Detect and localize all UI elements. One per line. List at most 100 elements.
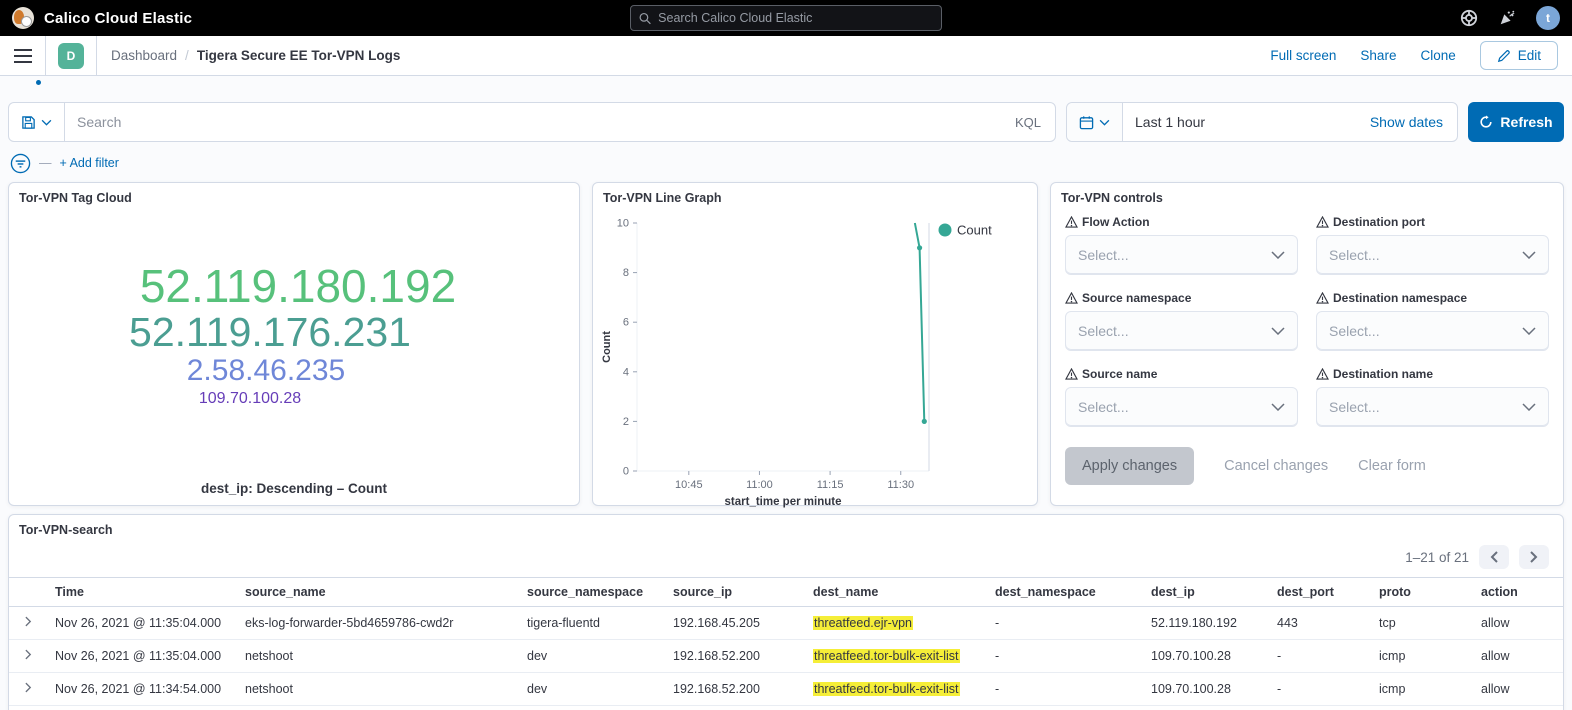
breadcrumb-separator: / bbox=[185, 48, 189, 63]
control-field-source-namespace: Source namespace Select... bbox=[1065, 291, 1298, 351]
cell-time: Nov 26, 2021 @ 11:34:54.000 bbox=[47, 673, 237, 706]
select-placeholder: Select... bbox=[1329, 323, 1380, 339]
edit-button[interactable]: Edit bbox=[1480, 41, 1558, 70]
page-next-button[interactable] bbox=[1519, 545, 1549, 569]
cell-dest-name: threatfeed.tor-bulk-exit-list bbox=[805, 640, 987, 673]
clear-form-button[interactable]: Clear form bbox=[1358, 458, 1426, 474]
col-proto: proto bbox=[1371, 578, 1473, 607]
cell-source-namespace: dev bbox=[519, 673, 665, 706]
row-expand-button[interactable] bbox=[9, 673, 47, 706]
col-dest-port: dest_port bbox=[1269, 578, 1371, 607]
data-point bbox=[922, 419, 927, 424]
cell-time: Nov 26, 2021 @ 11:35:04.000 bbox=[47, 607, 237, 640]
apply-changes-button[interactable]: Apply changes bbox=[1065, 447, 1194, 485]
y-tick-label: 8 bbox=[623, 267, 629, 279]
app-title: Calico Cloud Elastic bbox=[44, 10, 192, 27]
date-quick-menu-button[interactable] bbox=[1067, 103, 1123, 141]
saved-query-menu-button[interactable] bbox=[9, 103, 65, 141]
breadcrumb: Dashboard / Tigera Secure EE Tor-VPN Log… bbox=[111, 48, 400, 63]
search-input[interactable] bbox=[65, 114, 1001, 130]
y-tick-label: 2 bbox=[623, 416, 629, 428]
select-placeholder: Select... bbox=[1078, 323, 1129, 339]
x-axis-title: start_time per minute bbox=[725, 496, 842, 508]
cell-dest-namespace: - bbox=[987, 607, 1143, 640]
cell-source-ip: 192.168.52.200 bbox=[665, 640, 805, 673]
select-placeholder: Select... bbox=[1078, 247, 1129, 263]
global-search[interactable] bbox=[630, 5, 942, 31]
destination-name-select[interactable]: Select... bbox=[1316, 387, 1549, 427]
control-field-source-name: Source name Select... bbox=[1065, 367, 1298, 427]
select-placeholder: Select... bbox=[1078, 399, 1129, 415]
cell-dest-ip: 109.70.100.28 bbox=[1143, 640, 1269, 673]
control-label: Source namespace bbox=[1082, 291, 1191, 305]
cell-dest-name: threatfeed.ejr-vpn bbox=[805, 607, 987, 640]
full-screen-button[interactable]: Full screen bbox=[1270, 48, 1336, 63]
breadcrumb-dashboard[interactable]: Dashboard bbox=[111, 48, 177, 63]
cell-source-namespace: tigera-fluentd bbox=[519, 607, 665, 640]
y-axis-title: Count bbox=[601, 331, 613, 363]
highlighted-value: threatfeed.ejr-vpn bbox=[813, 616, 913, 630]
table-header-row: Time source_name source_namespace source… bbox=[9, 578, 1564, 607]
warning-icon bbox=[1316, 368, 1329, 380]
destination-port-select[interactable]: Select... bbox=[1316, 235, 1549, 275]
refresh-button[interactable]: Refresh bbox=[1468, 102, 1564, 142]
source-namespace-select[interactable]: Select... bbox=[1065, 311, 1298, 351]
table-row: Nov 26, 2021 @ 11:34:54.000 netshoot dev… bbox=[9, 673, 1564, 706]
menu-button[interactable] bbox=[0, 36, 46, 75]
tag-cloud-term[interactable]: 52.119.176.231 bbox=[0, 311, 555, 354]
legend-dot bbox=[939, 224, 952, 237]
help-icon[interactable] bbox=[1460, 9, 1478, 27]
cell-source-namespace: dev bbox=[519, 640, 665, 673]
page-prev-button[interactable] bbox=[1479, 545, 1509, 569]
tag-cloud-term[interactable]: 2.58.46.235 bbox=[0, 355, 551, 386]
user-avatar[interactable]: t bbox=[1536, 6, 1560, 30]
refresh-button-label: Refresh bbox=[1500, 114, 1552, 130]
dashboard-badge[interactable]: D bbox=[58, 43, 84, 69]
x-tick-label: 11:15 bbox=[817, 479, 844, 491]
chevron-down-icon bbox=[41, 119, 52, 126]
select-placeholder: Select... bbox=[1329, 247, 1380, 263]
count-line bbox=[915, 223, 924, 421]
row-expand-button[interactable] bbox=[9, 640, 47, 673]
tag-cloud-term[interactable]: 109.70.100.28 bbox=[0, 391, 535, 408]
show-dates-button[interactable]: Show dates bbox=[1370, 114, 1457, 130]
filter-icon[interactable] bbox=[10, 153, 31, 174]
col-action: action bbox=[1473, 578, 1564, 607]
x-tick-label: 10:45 bbox=[675, 479, 703, 491]
flow-action-select[interactable]: Select... bbox=[1065, 235, 1298, 275]
col-time: Time bbox=[47, 578, 237, 607]
tag-cloud-title: Tor-VPN Tag Cloud bbox=[19, 191, 132, 205]
col-dest-namespace: dest_namespace bbox=[987, 578, 1143, 607]
control-field-destination-namespace: Destination namespace Select... bbox=[1316, 291, 1549, 351]
tag-cloud-term[interactable]: 52.119.180.192 bbox=[13, 263, 583, 311]
time-range-value[interactable]: Last 1 hour bbox=[1123, 114, 1370, 130]
row-expand-button[interactable] bbox=[9, 607, 47, 640]
highlighted-value: threatfeed.tor-bulk-exit-list bbox=[813, 649, 960, 663]
control-label: Flow Action bbox=[1082, 215, 1150, 229]
col-source-ip: source_ip bbox=[665, 578, 805, 607]
col-dest-name: dest_name bbox=[805, 578, 987, 607]
controls-panel: Tor-VPN controls Flow Action Select... D… bbox=[1050, 182, 1564, 506]
control-field-destination-port: Destination port Select... bbox=[1316, 215, 1549, 275]
divider bbox=[96, 36, 97, 75]
cell-action: allow bbox=[1473, 640, 1564, 673]
clone-button[interactable]: Clone bbox=[1420, 48, 1455, 63]
kql-toggle[interactable]: KQL bbox=[1001, 115, 1055, 130]
chevron-right-icon bbox=[25, 616, 32, 627]
newsfeed-icon[interactable] bbox=[1498, 9, 1516, 27]
control-label: Destination port bbox=[1333, 215, 1425, 229]
share-button[interactable]: Share bbox=[1360, 48, 1396, 63]
cell-source-ip: 192.168.45.205 bbox=[665, 607, 805, 640]
search-icon bbox=[639, 12, 651, 25]
add-filter-button[interactable]: + Add filter bbox=[60, 156, 119, 170]
controls-title: Tor-VPN controls bbox=[1061, 191, 1163, 205]
line-graph-title: Tor-VPN Line Graph bbox=[603, 191, 722, 205]
legend-label[interactable]: Count bbox=[957, 223, 992, 238]
destination-namespace-select[interactable]: Select... bbox=[1316, 311, 1549, 351]
y-tick-label: 10 bbox=[617, 218, 629, 230]
query-bar: KQL bbox=[8, 102, 1056, 142]
cancel-changes-button[interactable]: Cancel changes bbox=[1224, 458, 1328, 474]
global-search-input[interactable] bbox=[658, 11, 933, 25]
warning-icon bbox=[1065, 216, 1078, 228]
source-name-select[interactable]: Select... bbox=[1065, 387, 1298, 427]
